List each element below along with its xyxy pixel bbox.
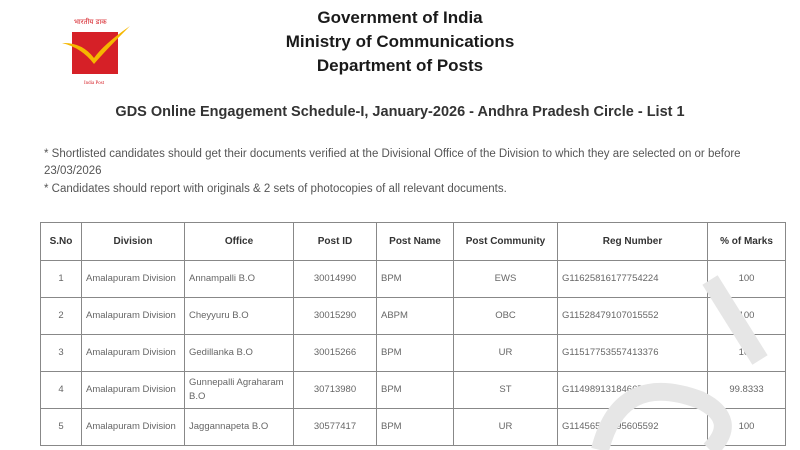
results-table: S.No Division Office Post ID Post Name P… [40,222,786,446]
header-department: Department of Posts [316,56,484,75]
cell-sno: 1 [40,260,82,298]
note-documents: * Candidates should report with original… [44,183,507,195]
india-post-logo: भारतीय डाक India Post [62,17,130,86]
cell-division: Amalapuram Division [81,297,185,335]
cell-reg-number: G11456547995605592 [557,408,708,446]
cell-post-id: 30014990 [293,260,377,298]
cell-reg-number: G11517753557413376 [557,334,708,372]
cell-post-id: 30015290 [293,297,377,335]
cell-office: Jaggannapeta B.O [184,408,294,446]
cell-post-community: ST [453,371,558,409]
cell-sno: 3 [40,334,82,372]
header-government: Government of India [317,8,483,27]
cell-marks: 99.8333 [707,371,786,409]
cell-division: Amalapuram Division [81,371,185,409]
note-verification: * Shortlisted candidates should get thei… [44,148,741,177]
svg-text:India Post: India Post [84,81,105,86]
cell-reg-number: G11498913184667840 [557,371,708,409]
cell-marks: 100 [707,297,786,335]
cell-post-name: ABPM [376,297,454,335]
cell-reg-number: G11625816177754224 [557,260,708,298]
cell-office: Cheyyuru B.O [184,297,294,335]
cell-post-community: UR [453,334,558,372]
table-row: 4 Amalapuram Division Gunnepalli Agraharam… [40,371,786,409]
cell-office: Gunnepalli Agraharam B.O [184,371,294,409]
cell-division: Amalapuram Division [81,408,185,446]
col-office: Office [184,222,294,261]
table-row: 2 Amalapuram Division Cheyyuru B.O 30015290… [40,297,786,335]
cell-marks: 100 [707,408,786,446]
col-sno: S.No [40,222,82,261]
table-row: 1 Amalapuram Division Annampalli B.O 300149… [40,260,786,298]
cell-sno: 2 [40,297,82,335]
table-row: 5 Amalapuram Division Jaggannapeta B.O 3057… [40,408,786,446]
table-row: 3 Amalapuram Division Gedillanka B.O 300152… [40,334,786,372]
header-ministry: Ministry of Communications [285,32,515,51]
col-marks: % of Marks [707,222,786,261]
cell-post-id: 30713980 [293,371,377,409]
col-post-community: Post Community [453,222,558,261]
col-post-name: Post Name [376,222,454,261]
col-reg-number: Reg Number [557,222,708,261]
cell-post-name: BPM [376,371,454,409]
cell-post-community: UR [453,408,558,446]
cell-reg-number: G11528479107015552 [557,297,708,335]
cell-sno: 5 [40,408,82,446]
table-header-row: S.No Division Office Post ID Post Name P… [40,222,786,261]
cell-division: Amalapuram Division [81,334,185,372]
cell-post-id: 30015266 [293,334,377,372]
cell-post-id: 30577417 [293,408,377,446]
cell-post-community: OBC [453,297,558,335]
document-title: GDS Online Engagement Schedule-I, Januar… [115,104,685,120]
cell-post-name: BPM [376,408,454,446]
cell-office: Annampalli B.O [184,260,294,298]
cell-marks: 100 [707,260,786,298]
cell-marks: 100 [707,334,786,372]
cell-post-name: BPM [376,260,454,298]
cell-post-name: BPM [376,334,454,372]
cell-office: Gedillanka B.O [184,334,294,372]
col-post-id: Post ID [293,222,377,261]
svg-text:भारतीय डाक: भारतीय डाक [74,17,107,26]
col-division: Division [81,222,185,261]
cell-post-community: EWS [453,260,558,298]
cell-sno: 4 [40,371,82,409]
cell-division: Amalapuram Division [81,260,185,298]
